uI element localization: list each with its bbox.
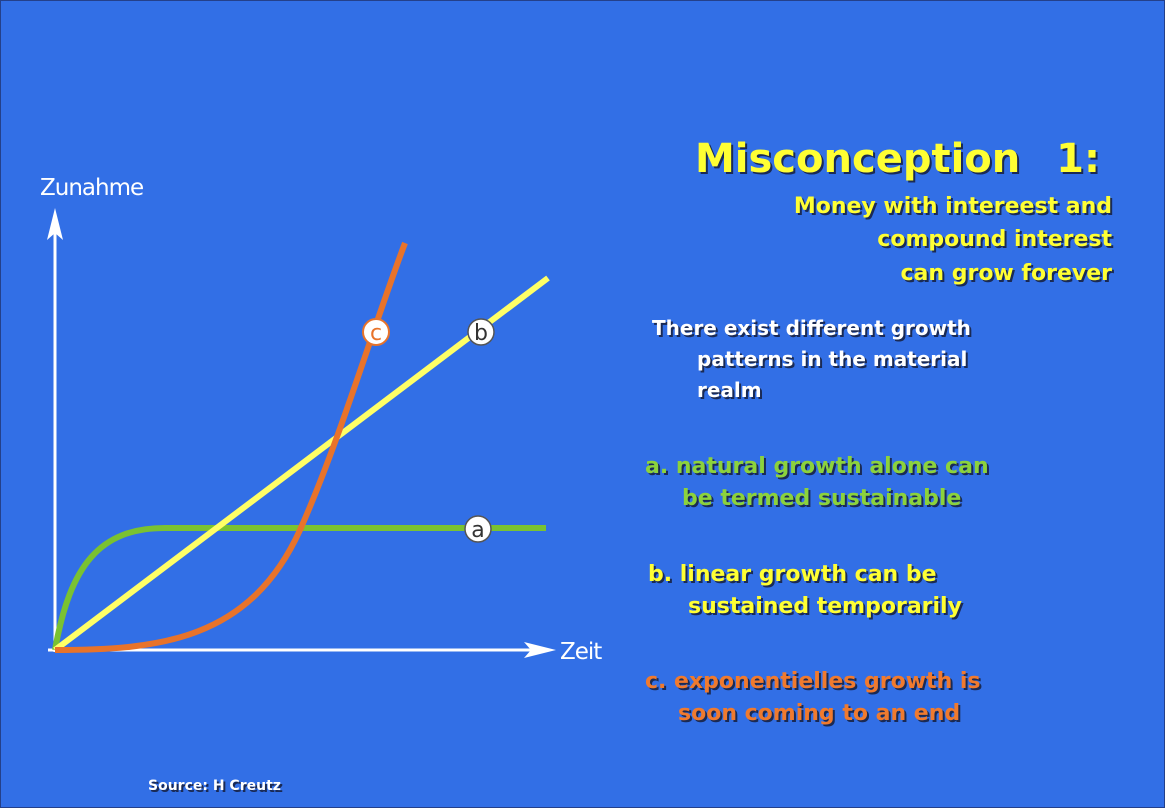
point-b: sustained temporarily — [688, 594, 962, 619]
curve-a — [52, 525, 546, 651]
label-circle — [464, 515, 492, 543]
label-circle — [467, 318, 495, 346]
curve-label: b — [474, 321, 488, 346]
subtitle: Money with intereest and — [794, 194, 1112, 219]
x-arrow — [524, 642, 556, 658]
subtitle: compound interest — [877, 227, 1112, 252]
axes — [47, 208, 556, 658]
intro: patterns in the material — [697, 347, 967, 371]
x-axis-label: Zeit — [560, 639, 602, 665]
label-circle — [362, 318, 390, 346]
title: Misconception 1: — [695, 136, 1100, 182]
subtitle: can grow forever — [901, 261, 1113, 286]
line-b — [53, 275, 550, 653]
point-a: be termed sustainable — [682, 486, 961, 511]
curve-label: a — [471, 518, 484, 543]
curve-label: c — [370, 321, 382, 346]
text-block: Misconception 1: Money with intereest an… — [645, 136, 1112, 726]
point-b: b. linear growth can be — [648, 562, 937, 587]
intro: There exist different growth — [652, 316, 971, 340]
point-c: soon coming to an end — [678, 701, 960, 726]
y-axis-label: Zunahme — [40, 175, 143, 201]
source: Source: H Creutz — [148, 778, 281, 794]
point-a: a. natural growth alone can — [645, 454, 989, 479]
y-arrow — [47, 208, 63, 240]
point-c: c. exponentielles growth is — [645, 669, 981, 694]
intro: realm — [697, 378, 762, 402]
